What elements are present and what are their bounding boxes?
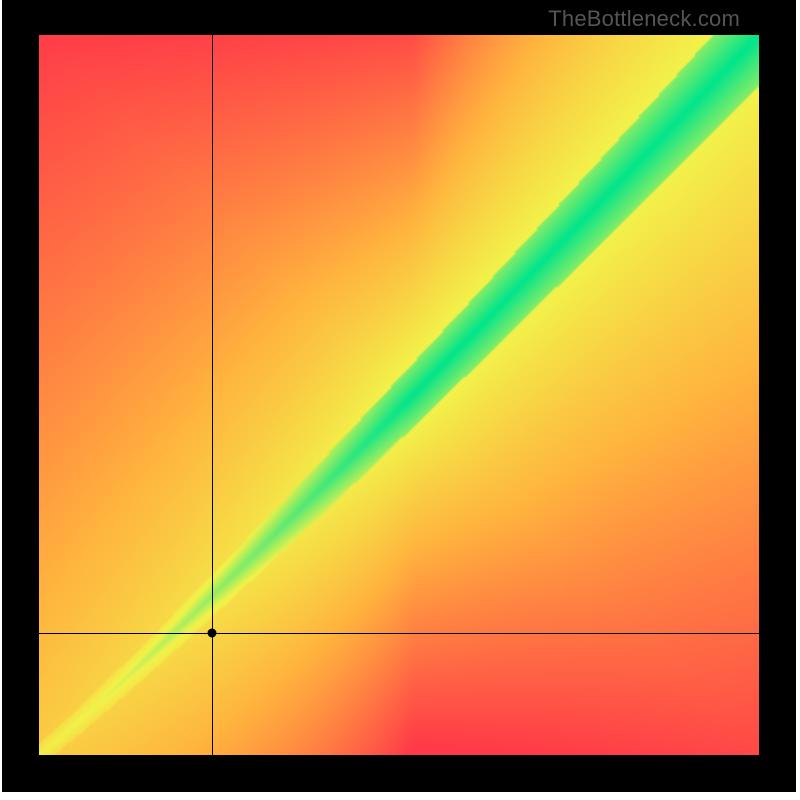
marker-dot bbox=[207, 628, 216, 637]
crosshair-horizontal bbox=[39, 633, 759, 634]
crosshair-vertical bbox=[212, 35, 213, 755]
bottleneck-heatmap bbox=[39, 35, 759, 755]
watermark-text: TheBottleneck.com bbox=[548, 6, 740, 32]
chart-frame bbox=[2, 0, 796, 792]
chart-container: TheBottleneck.com bbox=[0, 0, 800, 800]
